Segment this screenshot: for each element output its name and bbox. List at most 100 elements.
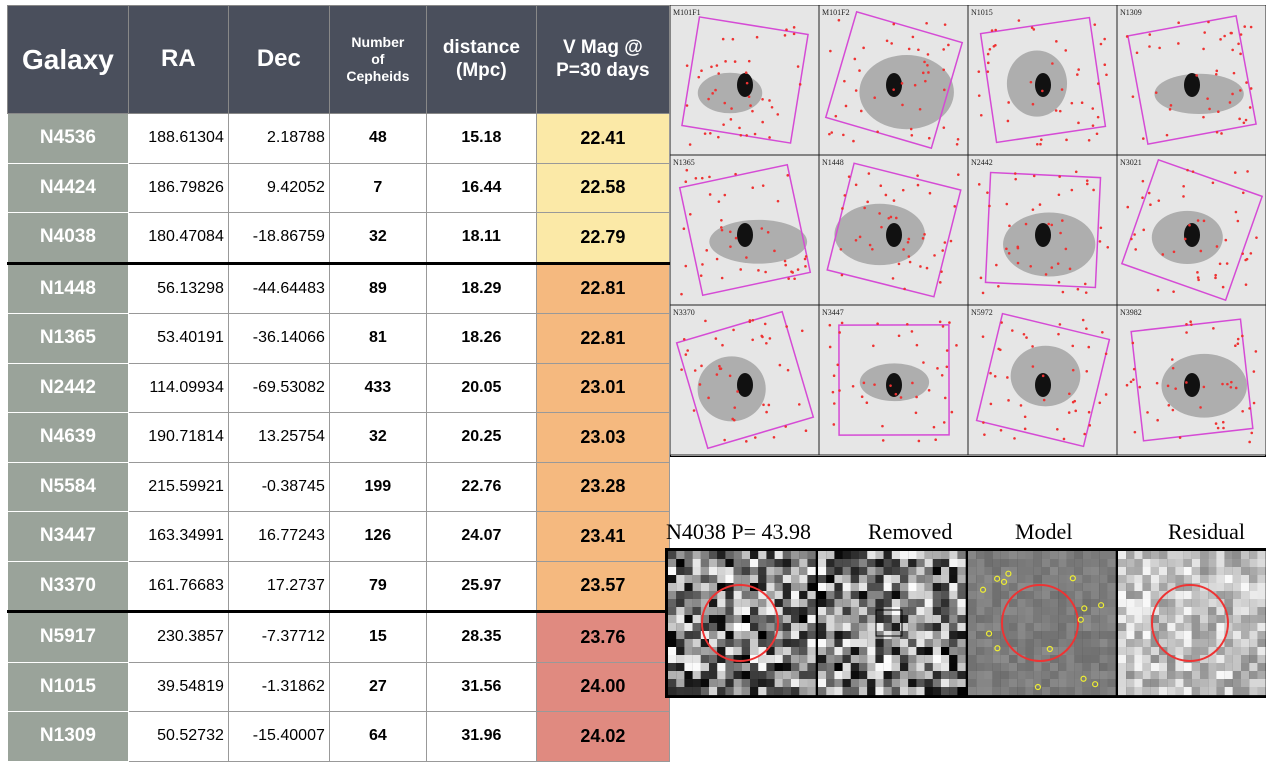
pixel (1175, 551, 1183, 559)
cepheid-dot (885, 194, 888, 197)
pixel (916, 599, 924, 607)
pixel (834, 551, 842, 559)
cepheid-dot (1158, 47, 1161, 50)
pixel (851, 567, 859, 575)
pixel (725, 559, 733, 567)
pixel (1257, 615, 1265, 623)
pixel (875, 647, 883, 655)
pixel (1225, 591, 1233, 599)
pixel (1107, 615, 1115, 623)
pixel (984, 575, 992, 583)
cepheid-dot (1241, 410, 1244, 413)
pixel (1134, 655, 1142, 663)
pixel (807, 607, 815, 615)
pixel (766, 575, 774, 583)
galaxy-tile: N3021 (1117, 155, 1266, 305)
pixel (799, 599, 807, 607)
pixel (908, 583, 916, 591)
pixel (968, 647, 976, 655)
pixel (1233, 623, 1241, 631)
pixel (867, 663, 875, 671)
pixel (843, 551, 851, 559)
pixel (1091, 607, 1099, 615)
pixel (1042, 671, 1050, 679)
pixel (875, 687, 883, 695)
pixel (750, 607, 758, 615)
pixel (1083, 623, 1091, 631)
pixel (783, 599, 791, 607)
pixel (1208, 615, 1216, 623)
pixel (1099, 623, 1107, 631)
cepheid-dot (871, 248, 874, 251)
cepheid-dot (777, 200, 780, 203)
cepheid-dot (829, 346, 832, 349)
cepheid-dot (911, 330, 914, 333)
pixel (1107, 655, 1115, 663)
pixel (834, 647, 842, 655)
pixel (684, 591, 692, 599)
cepheid-dot (1091, 107, 1094, 110)
pixel (892, 647, 900, 655)
pixel (851, 551, 859, 559)
galaxy-name: N2442 (8, 363, 129, 413)
cepheid-dot (1223, 35, 1226, 38)
cepheid-dot (719, 367, 722, 370)
pixel (968, 679, 976, 687)
cepheid-dot (983, 433, 986, 436)
cepheid-dot (1023, 333, 1026, 336)
cepheid-dot (916, 344, 919, 347)
cepheid-dot (689, 143, 692, 146)
pixel (1225, 647, 1233, 655)
cepheid-dot (1047, 223, 1050, 226)
cepheid-dot (903, 288, 906, 291)
pixel (1143, 687, 1151, 695)
pixel (1233, 575, 1241, 583)
pixel (859, 567, 867, 575)
pixel (851, 663, 859, 671)
pixel (1083, 631, 1091, 639)
cepheid-dot (1133, 233, 1136, 236)
pixel (693, 655, 701, 663)
pixel (957, 599, 965, 607)
cepheid-dot (1130, 380, 1133, 383)
cepheid-dot (997, 348, 1000, 351)
pixel (867, 679, 875, 687)
pixel (1058, 687, 1066, 695)
pixel (1208, 639, 1216, 647)
table-cell: 27 (329, 662, 426, 712)
pixel (1025, 551, 1033, 559)
table-cell: 64 (329, 712, 426, 762)
pixel (1025, 671, 1033, 679)
pixel (1184, 575, 1192, 583)
cepheid-dot (1207, 21, 1210, 24)
pixel (908, 559, 916, 567)
pixel (949, 679, 957, 687)
pixel (949, 647, 957, 655)
pixel (925, 631, 933, 639)
pixel (1249, 591, 1257, 599)
pixel (925, 583, 933, 591)
pixel (859, 623, 867, 631)
pixel (1126, 575, 1134, 583)
cepheid-dot (721, 344, 724, 347)
pixel (693, 647, 701, 655)
pixel (925, 551, 933, 559)
pixel (799, 679, 807, 687)
pixel (1208, 679, 1216, 687)
pixel (993, 583, 1001, 591)
pixel (1126, 607, 1134, 615)
cepheid-dot (898, 263, 901, 266)
pixel (1233, 663, 1241, 671)
pixel (1233, 551, 1241, 559)
table-cell: 22.81 (536, 263, 669, 314)
cepheid-dot (925, 22, 928, 25)
galaxy-tile: N3370 (670, 305, 819, 455)
pixel (925, 599, 933, 607)
cepheid-dot (1071, 345, 1074, 348)
pixel (1126, 647, 1134, 655)
pixel (1099, 679, 1107, 687)
cepheid-dot (1097, 116, 1100, 119)
pixel (676, 631, 684, 639)
cepheid-dot (997, 285, 1000, 288)
cepheid-dot (1237, 338, 1240, 341)
